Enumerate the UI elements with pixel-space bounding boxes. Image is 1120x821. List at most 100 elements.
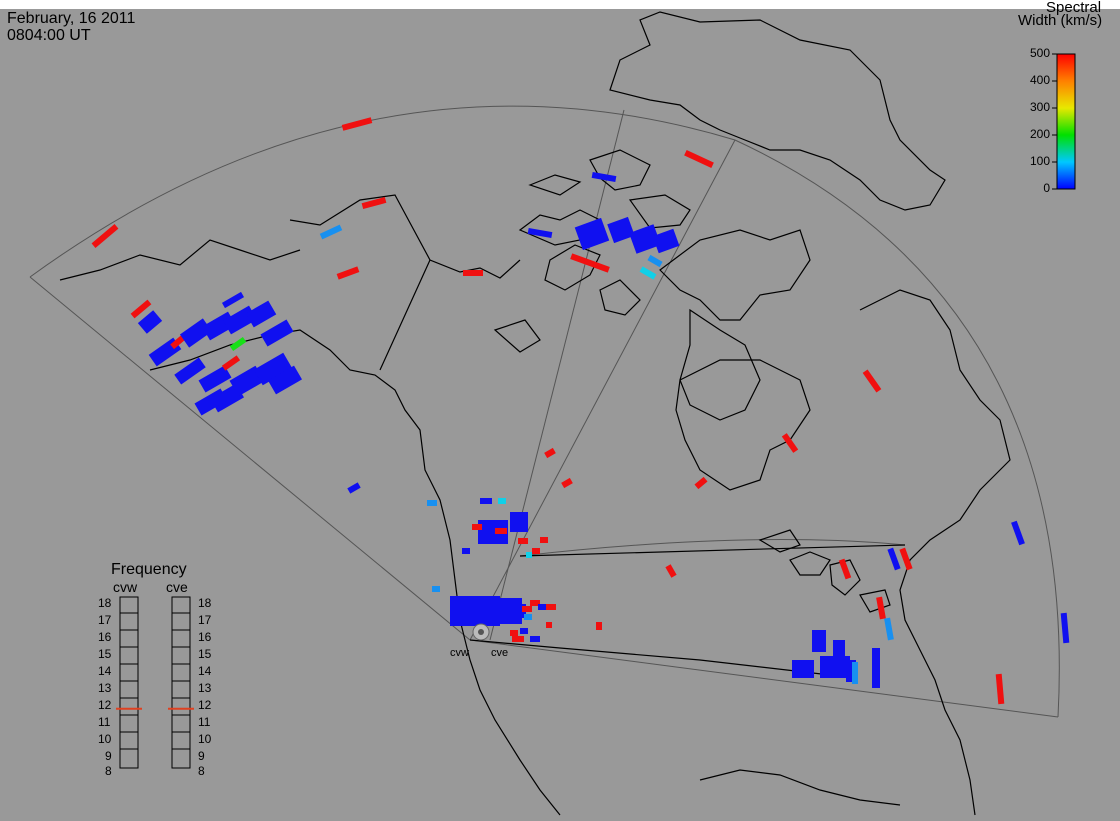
- echo-cell: [561, 477, 573, 489]
- colorbar-tick-label: 100: [1029, 154, 1050, 168]
- echo-cell: [91, 224, 119, 248]
- site-label-cve: cve: [491, 647, 509, 659]
- colorbar-gradient: [1056, 53, 1076, 190]
- echo-cell: [574, 217, 610, 251]
- cve-frequency-bar: [171, 596, 191, 769]
- freq-scale-right: 16: [198, 630, 212, 644]
- echo-cell: [524, 614, 532, 620]
- freq-scale-right: 14: [198, 664, 212, 678]
- freq-scale-left: 13: [98, 681, 112, 695]
- echo-cell: [781, 433, 799, 453]
- echo-cell: [530, 636, 540, 642]
- echo-cell: [694, 476, 708, 490]
- echo-cell: [347, 482, 361, 494]
- echo-cell: [130, 299, 152, 319]
- echo-cell: [607, 216, 635, 244]
- echo-cell: [838, 558, 852, 580]
- echo-cell: [480, 498, 492, 504]
- echo-cell: [229, 365, 265, 397]
- echo-cell: [221, 355, 241, 371]
- echo-cell: [174, 357, 206, 385]
- echo-cell: [530, 600, 540, 606]
- echo-cell: [518, 538, 528, 544]
- echo-cell: [862, 369, 882, 393]
- echo-cell: [498, 498, 506, 504]
- echo-cell: [887, 547, 901, 571]
- cvw-frequency-bar: [119, 596, 139, 769]
- time-label: 0804:00 UT: [7, 27, 91, 44]
- coastlines: [59, 11, 1011, 816]
- radar-echoes: [91, 117, 1070, 705]
- freq-scale-right: 15: [198, 647, 212, 661]
- echo-cell: [194, 388, 228, 416]
- freq-scale-right: 10: [198, 732, 212, 746]
- echo-cell: [253, 352, 293, 386]
- echo-cell: [361, 196, 387, 210]
- echo-cell: [450, 596, 500, 626]
- freq-scale-right: 8: [198, 764, 205, 778]
- echo-cell: [1060, 612, 1070, 644]
- date-label: February, 16 2011: [7, 10, 136, 27]
- echo-cell: [268, 365, 302, 395]
- colorbar-title-line1: Spectral: [1046, 0, 1102, 16]
- freq-scale-left: 14: [98, 664, 112, 678]
- echo-cell: [427, 500, 437, 506]
- echo-cell: [639, 266, 657, 280]
- echo-cell: [792, 660, 814, 678]
- echo-cell: [512, 636, 524, 642]
- site-label-cvw: cvw: [450, 647, 469, 659]
- echo-cell: [540, 537, 548, 543]
- frequency-title: Frequency: [111, 561, 187, 578]
- freq-scale-left: 15: [98, 647, 112, 661]
- freq-scale-left: 10: [98, 732, 112, 746]
- colorbar-tick-label: 400: [1029, 73, 1050, 87]
- freq-scale-left: 8: [105, 764, 112, 778]
- freq-scale-right: 17: [198, 613, 212, 627]
- echo-cell: [319, 224, 343, 240]
- top-white-strip: [0, 0, 1120, 9]
- freq-scale-right: 18: [198, 596, 212, 610]
- frequency-radar-cvw: cvw: [113, 579, 138, 595]
- freq-scale-left: 16: [98, 630, 112, 644]
- echo-cell: [229, 336, 247, 352]
- echo-cell: [510, 630, 518, 636]
- colorbar-tick-label: 0: [1043, 181, 1050, 195]
- echo-cell: [852, 662, 858, 684]
- echo-cell: [846, 660, 856, 682]
- colorbar-title-line2: Width (km/s): [1018, 12, 1103, 29]
- echo-cell: [221, 291, 245, 309]
- echo-cell: [647, 254, 663, 268]
- echo-cell: [527, 227, 553, 239]
- fov-outline: [29, 105, 1060, 718]
- echo-cell: [245, 300, 277, 328]
- frequency-radar-cve: cve: [166, 579, 188, 595]
- freq-scale-left: 18: [98, 596, 112, 610]
- echo-cell: [899, 547, 913, 571]
- echo-cell: [820, 656, 850, 678]
- freq-scale-left: 17: [98, 613, 112, 627]
- echo-cell: [522, 606, 532, 612]
- echo-cell: [341, 117, 373, 131]
- colorbar-ticks: [1052, 53, 1057, 190]
- colorbar-tick-label: 500: [1029, 46, 1050, 60]
- echo-cell: [510, 512, 528, 532]
- echo-cell: [538, 604, 546, 610]
- freq-scale-right: 13: [198, 681, 212, 695]
- echo-cell: [472, 524, 482, 530]
- echo-cell: [570, 253, 610, 273]
- echo-cell: [652, 228, 680, 254]
- echo-cell: [812, 630, 826, 652]
- echo-cell: [495, 528, 507, 534]
- echo-cell: [463, 270, 483, 276]
- echo-cell: [591, 171, 617, 183]
- echo-cell: [546, 622, 552, 628]
- echo-cell: [520, 628, 528, 634]
- echo-cell: [260, 319, 294, 347]
- freq-scale-left: 12: [98, 698, 112, 712]
- echo-cell: [629, 224, 661, 254]
- echo-cell: [544, 447, 556, 459]
- freq-scale-left: 9: [105, 749, 112, 763]
- echo-cell: [665, 564, 677, 578]
- echo-cell: [872, 648, 880, 688]
